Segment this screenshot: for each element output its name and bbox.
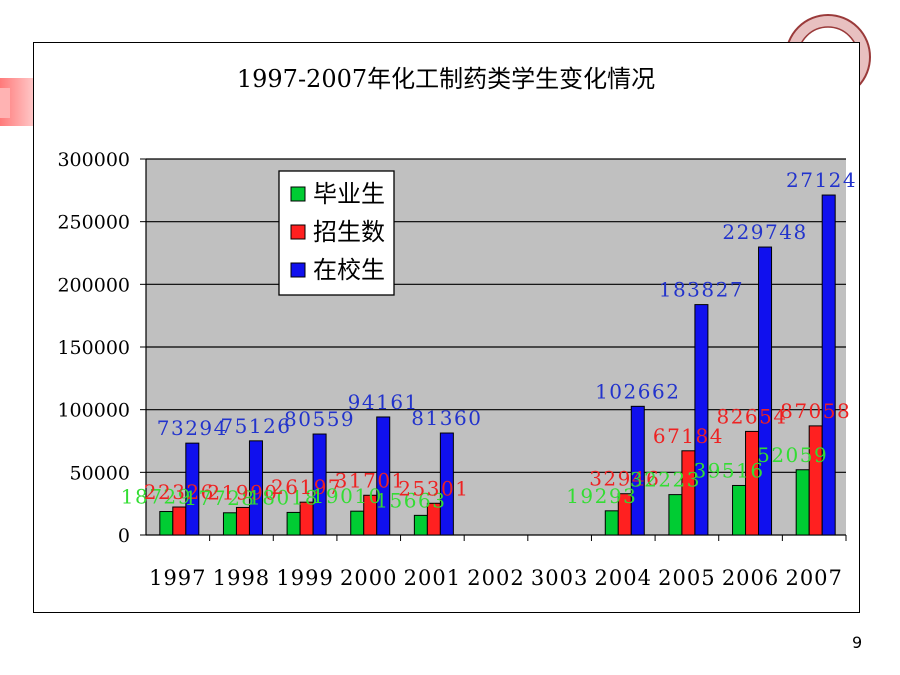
data-label-enrolled: 75126	[220, 414, 291, 438]
data-label-enrolled: 183827	[659, 278, 744, 302]
data-label-graduates: 18018	[248, 485, 319, 509]
x-tick-label: 2006	[722, 566, 779, 590]
data-label-enrolled: 271241	[786, 168, 858, 192]
data-label-enrolled: 102662	[595, 379, 680, 403]
bar-enrolled-2000	[376, 416, 391, 536]
legend-label-enrollment: 招生数	[313, 218, 385, 246]
y-tick-label: 0	[118, 525, 130, 547]
decorative-accent-stripe	[0, 88, 10, 118]
data-label-graduates: 32223	[630, 468, 701, 492]
data-label-enrollment: 82654	[716, 404, 787, 428]
bar-graduates-1997	[159, 511, 174, 536]
chart-title: 1997-2007年化工制药类学生变化情况	[237, 65, 655, 93]
data-label-enrolled: 81360	[411, 406, 482, 430]
legend-swatch-graduates	[290, 186, 306, 202]
page-number: 9	[852, 633, 863, 652]
chart-frame: 1997-2007年化工制药类学生变化情况 300000 250000 200000…	[33, 42, 870, 613]
bar-graduates-2001	[413, 514, 428, 536]
x-tick-label: 2004	[595, 566, 652, 590]
bar-enrollment-1997	[172, 506, 187, 536]
data-label-enrolled: 229748	[722, 220, 807, 244]
data-label-graduates: 17728	[184, 486, 255, 510]
legend-swatch-enrollment	[290, 224, 306, 240]
bar-enrolled-2001	[439, 432, 454, 536]
x-tick-label: 1998	[213, 566, 270, 590]
data-label-enrollment: 32946	[589, 467, 660, 491]
x-tick-label: 3003	[531, 566, 588, 590]
data-label-graduates: 18729	[121, 485, 192, 509]
bar-enrolled-1999	[312, 433, 327, 536]
bar-chart: 1997-2007年化工制药类学生变化情况 300000 250000 200000…	[57, 65, 870, 590]
data-label-graduates: 52059	[757, 443, 828, 467]
bar-enrolled-2004	[630, 405, 645, 536]
bar-graduates-2004	[604, 510, 619, 536]
data-label-graduates: 19293	[566, 484, 637, 508]
bar-graduates-2007	[795, 469, 810, 536]
x-tick-label: 2000	[340, 566, 397, 590]
grid-lines	[146, 158, 846, 473]
data-label-enrollment: 25301	[398, 476, 469, 500]
data-label-graduates: 15663	[375, 488, 446, 512]
data-label-enrolled: 94161	[348, 390, 419, 414]
axes: 300000 250000 200000 150000 100000 50000 0 1997…	[57, 149, 847, 590]
x-tick-label: 2002	[467, 566, 524, 590]
x-tick-label: 1997	[149, 566, 206, 590]
bar-graduates-2000	[350, 510, 365, 536]
x-tick-label: 2007	[785, 566, 842, 590]
y-tick-label: 100000	[57, 400, 130, 422]
data-label-enrollment: 31701	[335, 468, 406, 492]
y-tick-label: 50000	[70, 462, 130, 484]
data-label-graduates: 39516	[693, 458, 764, 482]
bar-graduates-1999	[286, 511, 301, 536]
bar-enrolled-2007	[821, 194, 836, 536]
y-tick-label: 150000	[57, 337, 130, 359]
bar-graduates-2006	[732, 484, 747, 536]
data-label-enrollment: 26197	[271, 475, 342, 499]
y-tick-label: 250000	[57, 212, 130, 234]
x-tick-label: 1999	[276, 566, 333, 590]
bar-enrolled-1998	[248, 440, 263, 536]
x-tick-label: 2005	[658, 566, 715, 590]
y-tick-label: 200000	[57, 274, 130, 296]
data-label-enrollment: 87058	[780, 399, 851, 423]
data-label-graduates: 19010	[312, 484, 383, 508]
bar-enrolled-2006	[758, 246, 773, 536]
x-tick-label: 2001	[404, 566, 461, 590]
data-label-enrolled: 73294	[157, 416, 228, 440]
bar-graduates-1998	[222, 512, 237, 536]
bar-enrollment-1998	[235, 506, 250, 536]
bar-graduates-2005	[668, 494, 683, 536]
data-label-enrollment: 22326	[144, 480, 215, 504]
legend-label-graduates: 毕业生	[313, 180, 385, 208]
legend-label-enrolled: 在校生	[313, 256, 385, 284]
legend-swatch-enrolled	[290, 262, 306, 278]
data-label-enrolled: 80559	[284, 407, 355, 431]
bar-enrolled-2005	[694, 304, 709, 536]
bars	[159, 194, 836, 536]
data-label-enrollment: 67184	[653, 424, 724, 448]
y-tick-label: 300000	[57, 149, 130, 171]
data-label-enrollment: 21990	[207, 480, 278, 504]
bar-enrolled-1997	[185, 442, 200, 536]
